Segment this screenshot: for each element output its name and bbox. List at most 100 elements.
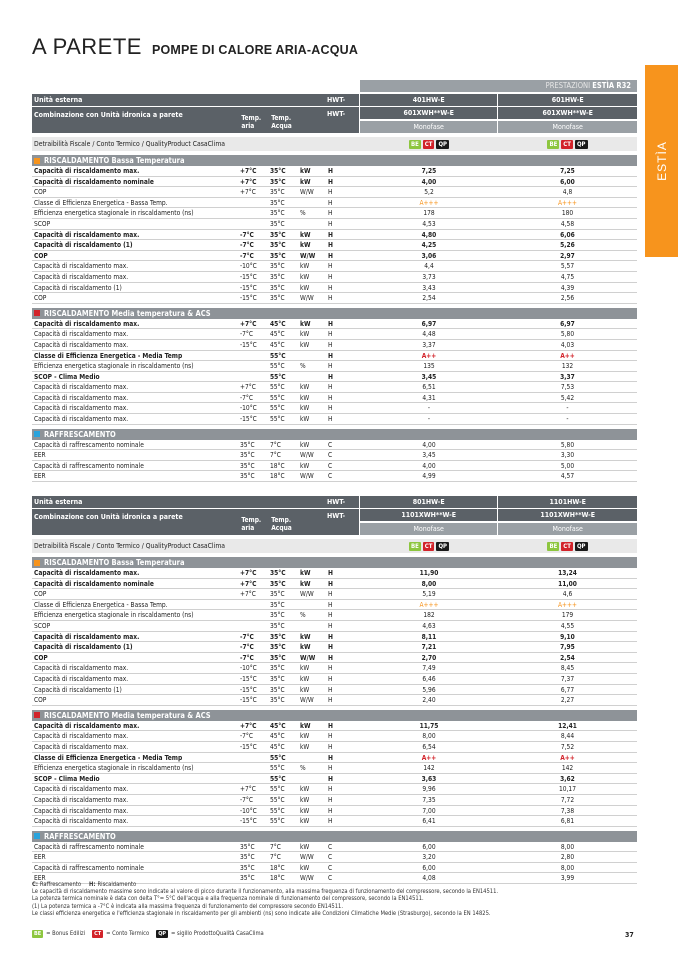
temp-air-head: Temp. aria bbox=[239, 107, 270, 133]
cell: A+++ bbox=[558, 198, 577, 207]
cell: kW bbox=[300, 230, 311, 239]
data-row: EER 35°C 18°C W/W C 4,99 4,57 bbox=[32, 471, 637, 483]
title-text: A PARETE bbox=[32, 34, 142, 59]
cell: 8,44 bbox=[560, 732, 575, 741]
cell: -10°C bbox=[240, 806, 257, 815]
cell: kW bbox=[300, 664, 310, 673]
cell: kW bbox=[300, 393, 310, 402]
cell: +7°C bbox=[240, 188, 256, 197]
cell: A++ bbox=[560, 753, 575, 762]
legend-text: Raffrescamento bbox=[39, 882, 82, 888]
cell: SCOP bbox=[34, 622, 51, 630]
cell: H bbox=[328, 283, 333, 292]
data-row: Capacità di riscaldamento max. -10°C 55°C k… bbox=[32, 403, 637, 415]
data-row: SCOP 35°C H 4,53 4,58 bbox=[32, 219, 637, 230]
badge: QP bbox=[574, 541, 588, 551]
badge: BE bbox=[32, 930, 44, 938]
data-row: Classe di Efficienza Energetica - Bassa … bbox=[32, 198, 637, 209]
cell: 6,51 bbox=[422, 383, 436, 392]
cell: 4,99 bbox=[422, 472, 436, 481]
data-row: Capacità di raffrescamento nominale 35°C 1… bbox=[32, 461, 637, 472]
cell: 11,00 bbox=[558, 579, 577, 588]
cell: 7,53 bbox=[560, 383, 575, 392]
cell: 2,80 bbox=[560, 853, 575, 862]
cell: 35°C bbox=[270, 219, 285, 228]
cell: Capacità di riscaldamento max. bbox=[34, 806, 129, 815]
cell: H bbox=[328, 251, 333, 260]
cell: -15°C bbox=[240, 685, 257, 694]
data-row: Classe di Efficienza Energetica - Media … bbox=[32, 753, 637, 764]
cell: kW bbox=[300, 330, 310, 339]
band: PRESTAZIONI ESTÌA R32 bbox=[360, 80, 637, 92]
cell: W/W bbox=[300, 653, 316, 662]
cell: C bbox=[328, 842, 333, 851]
cell: 55°C bbox=[270, 785, 285, 794]
cell: 4,53 bbox=[422, 219, 436, 228]
blank bbox=[328, 137, 360, 151]
cell: kW bbox=[300, 383, 310, 392]
cell: 6,46 bbox=[422, 674, 436, 683]
cell: 8,00 bbox=[560, 863, 575, 872]
data-row: Capacità di riscaldamento max. -7°C 55°C kW… bbox=[32, 795, 637, 806]
blank bbox=[269, 94, 300, 106]
cell: Capacità di riscaldamento max. bbox=[34, 415, 129, 424]
cell: % bbox=[300, 209, 306, 218]
cell: 4,55 bbox=[560, 622, 575, 630]
cell: 7°C bbox=[270, 853, 281, 862]
cell: EER bbox=[34, 472, 46, 481]
cell: kW bbox=[300, 569, 311, 578]
cell: 7°C bbox=[270, 451, 281, 460]
cell: 5,42 bbox=[560, 393, 575, 402]
cell: 35°C bbox=[270, 251, 286, 260]
cell: 35°C bbox=[270, 262, 285, 271]
cell: 4,6 bbox=[562, 590, 573, 599]
data-row: Capacità di riscaldamento max. -15°C 45°C k… bbox=[32, 340, 637, 351]
cell: 3,43 bbox=[422, 283, 436, 292]
badge: CT bbox=[422, 139, 435, 149]
cell: W/W bbox=[300, 696, 314, 705]
cell: 55°C bbox=[270, 383, 285, 392]
cell: 3,37 bbox=[422, 340, 436, 349]
cell: 3,20 bbox=[422, 853, 436, 862]
cell: -15°C bbox=[240, 294, 257, 303]
cell: Capacità di raffrescamento nominale bbox=[34, 842, 144, 851]
cell: kW bbox=[300, 721, 311, 730]
cell: 4,00 bbox=[422, 440, 436, 449]
cell: 35°C bbox=[270, 632, 286, 641]
blank bbox=[240, 539, 270, 553]
cell: 6,41 bbox=[422, 817, 436, 826]
cell: -15°C bbox=[240, 696, 257, 705]
data-row: Capacità di riscaldamento max. -10°C 35°C k… bbox=[32, 663, 637, 674]
cell: 5,2 bbox=[424, 188, 434, 197]
cell: Capacità di riscaldamento (1) bbox=[34, 685, 122, 694]
cell: 4,48 bbox=[422, 330, 436, 339]
blank bbox=[300, 753, 328, 763]
cell: 7,38 bbox=[560, 806, 575, 815]
cell: 3,45 bbox=[421, 372, 437, 381]
cell: 55°C bbox=[270, 795, 285, 804]
cell: C bbox=[328, 451, 333, 460]
cell: 5,80 bbox=[560, 440, 575, 449]
cell: H bbox=[328, 685, 333, 694]
cell: 7,37 bbox=[560, 674, 575, 683]
cell: H bbox=[328, 774, 333, 783]
cell: H bbox=[328, 319, 333, 328]
cell: Capacità di riscaldamento max. bbox=[34, 817, 129, 826]
data-row: COP -15°C 35°C W/W H 2,40 2,27 bbox=[32, 695, 637, 706]
cell: W/W bbox=[300, 590, 314, 599]
cell: H bbox=[328, 569, 333, 578]
cell: H bbox=[328, 632, 333, 641]
cell: 4,75 bbox=[560, 272, 575, 281]
cell: 55°C bbox=[270, 362, 285, 371]
data-row: Capacità di riscaldamento max. -15°C 45°C k… bbox=[32, 742, 637, 753]
cell: kW bbox=[300, 643, 311, 652]
cell: -15°C bbox=[240, 415, 257, 424]
cell: 2,97 bbox=[560, 251, 575, 260]
cell: kW bbox=[300, 415, 310, 424]
cell: SCOP - Clima Medio bbox=[34, 774, 100, 783]
cell: H bbox=[328, 622, 333, 630]
section-title: RISCALDAMENTO Bassa Temperatura bbox=[44, 156, 185, 165]
cell: H bbox=[328, 611, 333, 620]
cell: -7°C bbox=[240, 632, 254, 641]
section-marker bbox=[34, 712, 40, 719]
